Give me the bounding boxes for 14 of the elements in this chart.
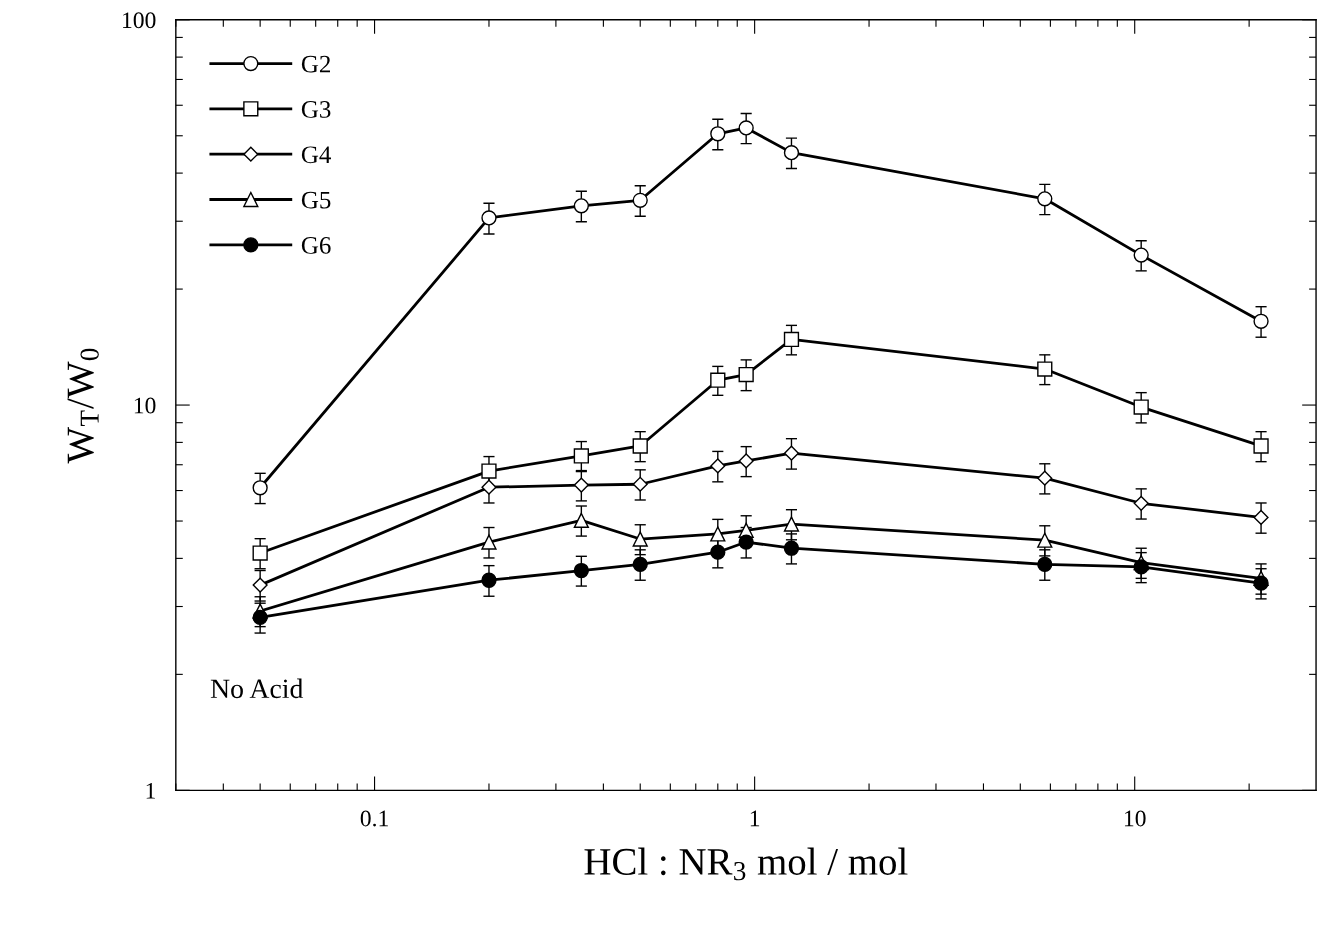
legend-label: G5: [301, 191, 331, 209]
y-tick-label: 100: [123, 12, 156, 29]
legend-label: G3: [301, 101, 331, 118]
legend-label: G6: [301, 237, 331, 254]
x-tick-label: 10: [1124, 810, 1146, 827]
y-tick-label: 1: [146, 782, 155, 799]
annotation: No Acid: [210, 678, 304, 699]
x-axis-title: HCl : NR$_{3}$ mol / mol: [584, 847, 908, 881]
x-tick-label: 1: [750, 810, 760, 827]
x-tick-label: 0.1: [360, 810, 388, 827]
y-axis-title: W$_{T}$/W$_{0}$: [67, 348, 99, 464]
legend-label: G2: [301, 55, 330, 73]
legend-label: G4: [301, 146, 331, 164]
y-tick-label: 10: [134, 397, 156, 414]
